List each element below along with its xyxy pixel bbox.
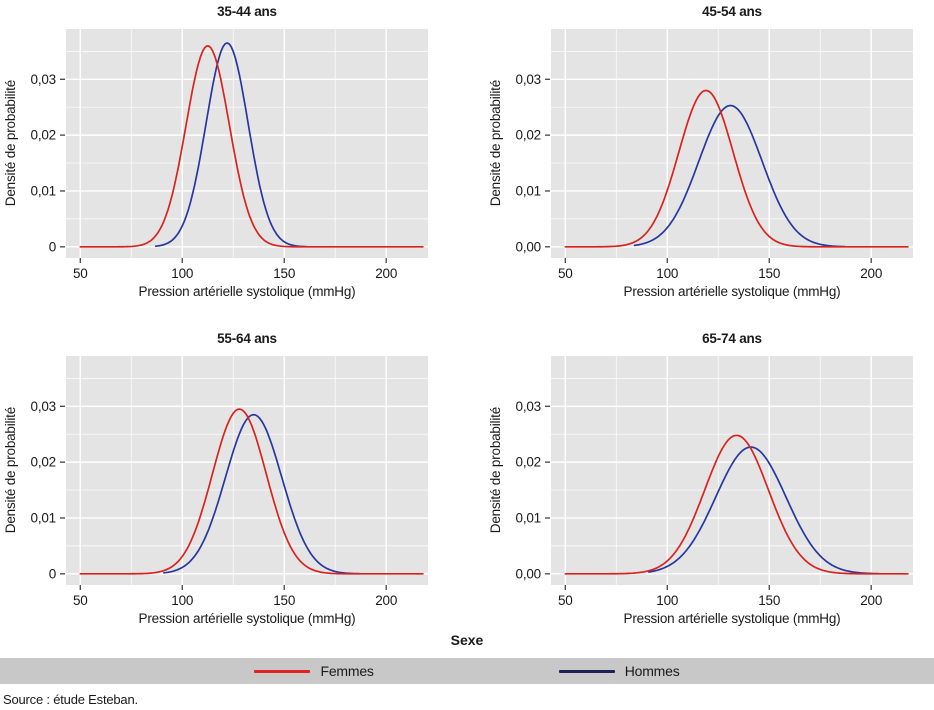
panel-65-74-ans: 65-74 ans Densité de probabilité 50 100 15… — [467, 329, 934, 629]
svg-text:0,01: 0,01 — [31, 183, 56, 198]
svg-text:200: 200 — [375, 266, 397, 281]
svg-text:0,03: 0,03 — [516, 399, 541, 414]
svg-text:200: 200 — [860, 266, 882, 281]
svg-text:0,01: 0,01 — [31, 510, 56, 525]
source-note: Source : étude Esteban. — [3, 692, 138, 707]
svg-text:0,00: 0,00 — [516, 239, 541, 254]
x-axis-title: Pression artérielle systolique (mmHg) — [623, 284, 841, 299]
svg-text:100: 100 — [171, 266, 193, 281]
svg-text:50: 50 — [558, 266, 573, 281]
svg-text:150: 150 — [758, 593, 780, 608]
legend-entry-hommes: Hommes — [558, 663, 680, 679]
y-axis-title: Densité de probabilité — [488, 407, 503, 534]
panel-55-64-ans: 55-64 ans Densité de probabilité 50 100 15… — [0, 329, 467, 629]
svg-text:0,03: 0,03 — [31, 72, 56, 87]
svg-text:150: 150 — [273, 266, 295, 281]
svg-text:50: 50 — [73, 266, 88, 281]
legend: Femmes Hommes — [0, 658, 934, 684]
svg-text:50: 50 — [73, 593, 88, 608]
panel-title: 65-74 ans — [702, 331, 762, 346]
svg-text:200: 200 — [860, 593, 882, 608]
svg-text:0,03: 0,03 — [516, 72, 541, 87]
x-axis-title: Pression artérielle systolique (mmHg) — [138, 611, 356, 626]
svg-text:100: 100 — [656, 266, 678, 281]
svg-text:0,02: 0,02 — [31, 455, 56, 470]
hommes-line-swatch — [558, 669, 615, 673]
svg-text:50: 50 — [558, 593, 573, 608]
plot-svg: 50 100 150 200 0,00 0,01 0,02 0,03 — [516, 29, 913, 281]
svg-text:0,02: 0,02 — [31, 128, 56, 143]
svg-text:0,00: 0,00 — [516, 566, 541, 581]
panels-grid: 35-44 ans Densité de probabilité 50 100 15… — [0, 2, 934, 629]
svg-text:0,01: 0,01 — [516, 183, 541, 198]
svg-text:0: 0 — [49, 239, 56, 254]
svg-text:0: 0 — [49, 566, 56, 581]
panel-title: 45-54 ans — [702, 4, 762, 19]
panel-title: 55-64 ans — [217, 331, 277, 346]
plot-svg: 50 100 150 200 0,00 0,01 0,02 0,03 — [516, 356, 913, 608]
y-axis-title: Densité de probabilité — [488, 80, 503, 207]
svg-text:0,03: 0,03 — [31, 399, 56, 414]
panel-title: 35-44 ans — [217, 4, 277, 19]
x-axis-title: Pression artérielle systolique (mmHg) — [138, 284, 356, 299]
plot-svg: 50 100 150 200 0 0,01 0,02 0,03 — [31, 356, 428, 608]
legend-entry-hommes-label: Hommes — [624, 663, 680, 679]
legend-title: Sexe — [450, 632, 484, 648]
svg-text:0,01: 0,01 — [516, 510, 541, 525]
legend-entry-femmes: Femmes — [254, 663, 374, 679]
y-axis-title: Densité de probabilité — [3, 407, 18, 534]
legend-entry-femmes-label: Femmes — [320, 663, 374, 679]
femmes-line-swatch — [254, 669, 311, 673]
panel-35-44-ans: 35-44 ans Densité de probabilité 50 100 15… — [0, 2, 467, 302]
x-axis-title: Pression artérielle systolique (mmHg) — [623, 611, 841, 626]
svg-text:0,02: 0,02 — [516, 455, 541, 470]
svg-text:0,02: 0,02 — [516, 128, 541, 143]
svg-text:100: 100 — [656, 593, 678, 608]
panel-45-54-ans: 45-54 ans Densité de probabilité 50 100 15… — [467, 2, 934, 302]
svg-text:150: 150 — [273, 593, 295, 608]
y-axis-title: Densité de probabilité — [3, 80, 18, 207]
svg-text:150: 150 — [758, 266, 780, 281]
svg-text:200: 200 — [375, 593, 397, 608]
svg-text:100: 100 — [171, 593, 193, 608]
plot-svg: 50 100 150 200 0 0,01 0,02 0,03 — [31, 29, 428, 281]
